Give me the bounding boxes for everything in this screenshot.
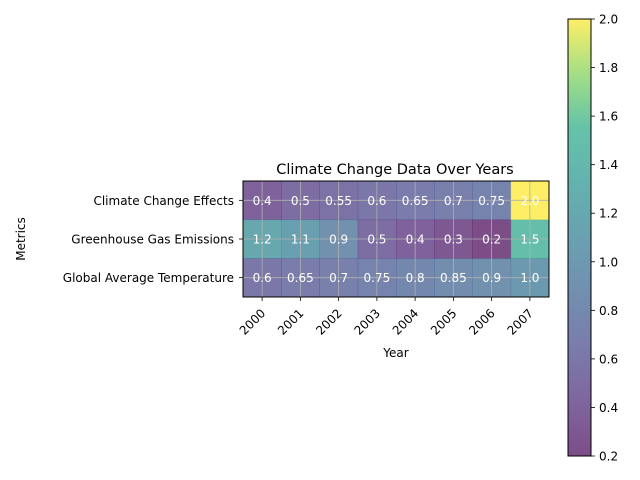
cell-value-label: 0.4	[253, 194, 272, 208]
y-tick-label: Climate Change Effects	[93, 194, 234, 208]
cell-value-label: 0.75	[478, 194, 505, 208]
grid-lines	[243, 181, 549, 297]
cell-value-label: 1.5	[520, 233, 539, 247]
y-tick-label: Greenhouse Gas Emissions	[71, 233, 234, 247]
cell-value-label: 0.75	[364, 271, 391, 285]
cell-value-label: 1.2	[253, 233, 272, 247]
y-axis-label: Metrics	[14, 217, 28, 261]
cell-value-label: 2.0	[520, 194, 539, 208]
colorbar-tick-label: 0.4	[599, 401, 618, 415]
y-tick-label: Global Average Temperature	[63, 271, 234, 285]
x-tick-label: 2004	[390, 306, 421, 337]
x-tick-label: 2002	[313, 306, 344, 337]
cell-value-label: 1.1	[291, 233, 310, 247]
cell-value-label: 0.7	[329, 271, 348, 285]
colorbar-tick-label: 1.2	[599, 207, 618, 221]
cell-value-label: 0.3	[444, 233, 463, 247]
x-tick-label: 2001	[275, 306, 306, 337]
x-tick-label: 2007	[504, 306, 535, 337]
colorbar-tick-label: 1.6	[599, 110, 618, 124]
x-tick-label: 2006	[466, 306, 497, 337]
cell-value-label: 0.6	[253, 271, 272, 285]
colorbar-tick-label: 0.2	[599, 450, 618, 464]
cell-value-label: 0.5	[291, 194, 310, 208]
colorbar-tick-label: 0.6	[599, 352, 618, 366]
cell-value-label: 0.9	[482, 271, 501, 285]
cell-value-label: 0.7	[444, 194, 463, 208]
cell-value-label: 1.0	[520, 271, 539, 285]
x-tick-label: 2000	[237, 306, 268, 337]
chart-title: Climate Change Data Over Years	[276, 162, 514, 178]
x-tick-label: 2005	[428, 306, 459, 337]
x-tick-label: 2003	[351, 306, 382, 337]
cell-value-label: 0.8	[406, 271, 425, 285]
colorbar-tick-label: 0.8	[599, 304, 618, 318]
cell-value-label: 0.55	[325, 194, 352, 208]
colorbar-tick-label: 2.0	[599, 13, 618, 27]
colorbar-tick-label: 1.4	[599, 158, 618, 172]
cell-value-label: 0.6	[367, 194, 386, 208]
colorbar: 0.2 0.4 0.6 0.8 1.0 1.2 1.4 1.6 1.8 2.0	[567, 13, 618, 464]
colorbar-frame	[567, 18, 592, 457]
colorbar-gradient	[568, 19, 591, 456]
cell-value-label: 0.65	[402, 194, 429, 208]
colorbar-tick-label: 1.8	[599, 61, 618, 75]
cell-value-label: 0.85	[440, 271, 467, 285]
cell-labels: 0.4 0.5 0.55 0.6 0.65 0.7 0.75 2.0 1.2 1.1 0.9 0.5 0…	[253, 194, 540, 285]
cell-value-label: 0.65	[287, 271, 314, 285]
cell-value-label: 0.5	[367, 233, 386, 247]
cell-value-label: 0.2	[482, 233, 501, 247]
cell-value-label: 0.9	[329, 233, 348, 247]
colorbar-ticks: 0.2 0.4 0.6 0.8 1.0 1.2 1.4 1.6 1.8 2.0	[591, 13, 618, 464]
x-axis-ticks: 2000 2001 2002 2003 2004 2005 2006 2007	[237, 297, 536, 338]
cell-value-label: 0.4	[406, 233, 425, 247]
x-axis-label: Year	[382, 346, 408, 360]
colorbar-tick-label: 1.0	[599, 255, 618, 269]
y-axis-ticks: Climate Change Effects Greenhouse Gas Emi…	[63, 194, 243, 285]
